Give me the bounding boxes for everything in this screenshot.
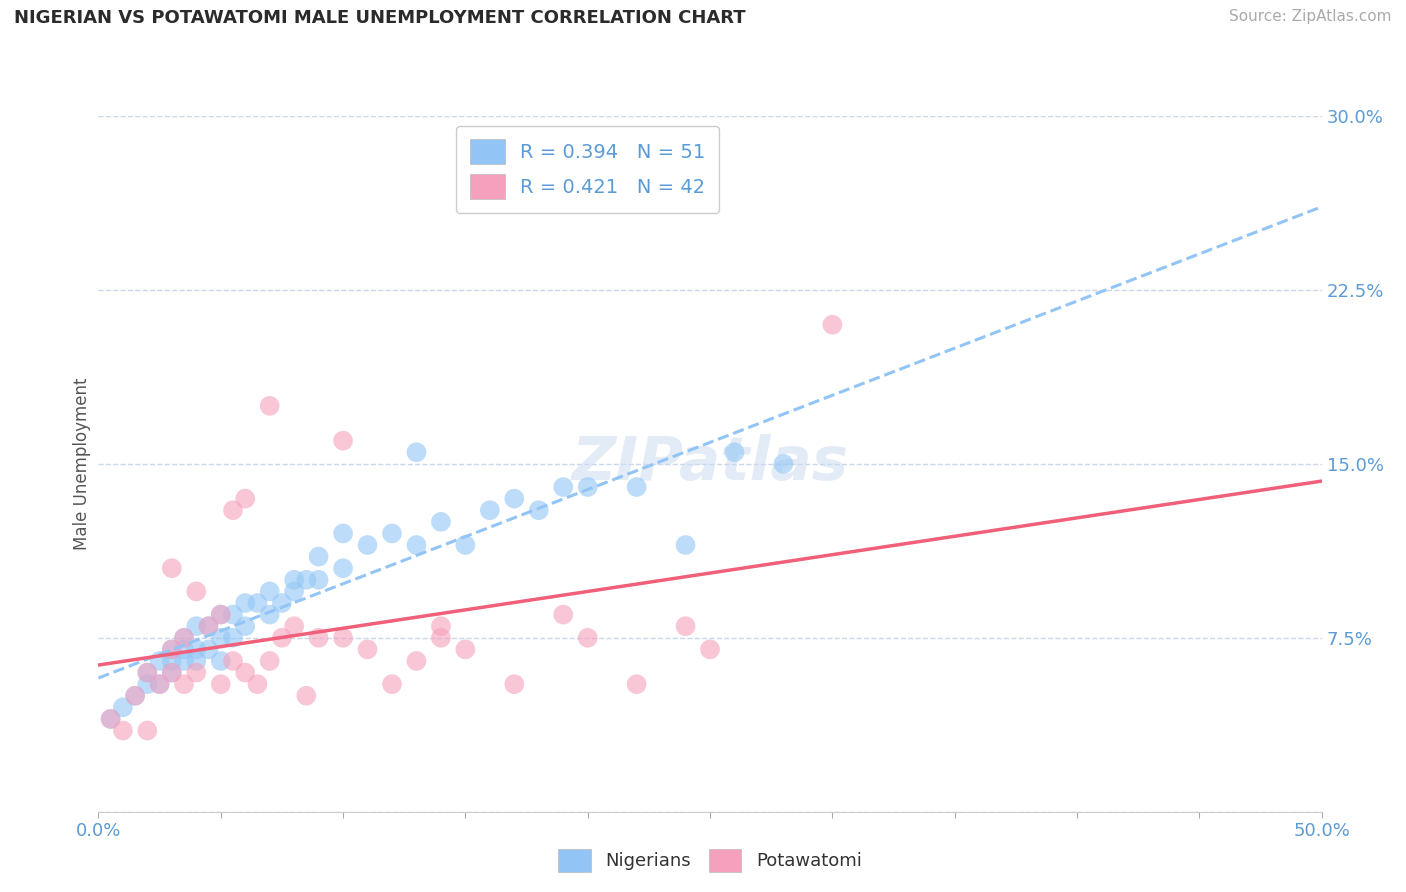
- Point: [381, 526, 404, 541]
- Point: [503, 677, 526, 691]
- Point: [576, 631, 599, 645]
- Point: [283, 573, 305, 587]
- Point: [209, 654, 232, 668]
- Point: [527, 503, 550, 517]
- Point: [553, 607, 575, 622]
- Point: [430, 631, 453, 645]
- Text: ZIPatlas: ZIPatlas: [571, 434, 849, 493]
- Point: [222, 503, 245, 517]
- Point: [454, 642, 477, 657]
- Point: [723, 445, 745, 459]
- Point: [160, 642, 183, 657]
- Point: [259, 399, 281, 413]
- Point: [295, 689, 318, 703]
- Point: [283, 584, 305, 599]
- Point: [233, 665, 256, 680]
- Point: [308, 631, 330, 645]
- Point: [626, 480, 648, 494]
- Point: [295, 573, 318, 587]
- Point: [136, 665, 159, 680]
- Point: [136, 665, 159, 680]
- Point: [772, 457, 794, 471]
- Point: [149, 654, 172, 668]
- Point: [100, 712, 122, 726]
- Point: [186, 665, 208, 680]
- Point: [136, 677, 159, 691]
- Point: [173, 654, 195, 668]
- Point: [186, 584, 208, 599]
- Point: [160, 654, 183, 668]
- Point: [197, 642, 219, 657]
- Point: [197, 619, 219, 633]
- Point: [233, 596, 256, 610]
- Point: [356, 642, 378, 657]
- Point: [160, 665, 183, 680]
- Point: [626, 677, 648, 691]
- Point: [160, 642, 183, 657]
- Point: [222, 654, 245, 668]
- Point: [222, 607, 245, 622]
- Point: [675, 538, 697, 552]
- Point: [173, 642, 195, 657]
- Point: [675, 619, 697, 633]
- Point: [259, 654, 281, 668]
- Point: [332, 631, 354, 645]
- Text: Source: ZipAtlas.com: Source: ZipAtlas.com: [1229, 9, 1392, 24]
- Point: [173, 631, 195, 645]
- Point: [699, 642, 721, 657]
- Point: [332, 526, 354, 541]
- Point: [356, 538, 378, 552]
- Text: NIGERIAN VS POTAWATOMI MALE UNEMPLOYMENT CORRELATION CHART: NIGERIAN VS POTAWATOMI MALE UNEMPLOYMENT…: [14, 9, 745, 27]
- Point: [149, 677, 172, 691]
- Point: [186, 654, 208, 668]
- Point: [100, 712, 122, 726]
- Point: [430, 515, 453, 529]
- Point: [209, 677, 232, 691]
- Point: [270, 596, 294, 610]
- Point: [160, 561, 183, 575]
- Point: [124, 689, 146, 703]
- Point: [478, 503, 501, 517]
- Point: [332, 561, 354, 575]
- Point: [381, 677, 404, 691]
- Point: [209, 607, 232, 622]
- Point: [259, 584, 281, 599]
- Point: [173, 631, 195, 645]
- Point: [405, 654, 427, 668]
- Point: [405, 538, 427, 552]
- Point: [308, 573, 330, 587]
- Point: [270, 631, 294, 645]
- Point: [197, 619, 219, 633]
- Point: [173, 677, 195, 691]
- Legend: Nigerians, Potawatomi: Nigerians, Potawatomi: [551, 841, 869, 880]
- Point: [136, 723, 159, 738]
- Point: [209, 607, 232, 622]
- Y-axis label: Male Unemployment: Male Unemployment: [73, 377, 91, 550]
- Point: [553, 480, 575, 494]
- Point: [503, 491, 526, 506]
- Point: [259, 607, 281, 622]
- Point: [186, 619, 208, 633]
- Point: [246, 677, 269, 691]
- Point: [430, 619, 453, 633]
- Point: [209, 631, 232, 645]
- Point: [186, 642, 208, 657]
- Point: [149, 677, 172, 691]
- Point: [576, 480, 599, 494]
- Point: [124, 689, 146, 703]
- Point: [160, 665, 183, 680]
- Point: [246, 596, 269, 610]
- Point: [405, 445, 427, 459]
- Point: [233, 619, 256, 633]
- Point: [111, 723, 134, 738]
- Point: [454, 538, 477, 552]
- Point: [111, 700, 134, 714]
- Point: [308, 549, 330, 564]
- Point: [283, 619, 305, 633]
- Point: [233, 491, 256, 506]
- Point: [821, 318, 844, 332]
- Point: [222, 631, 245, 645]
- Point: [332, 434, 354, 448]
